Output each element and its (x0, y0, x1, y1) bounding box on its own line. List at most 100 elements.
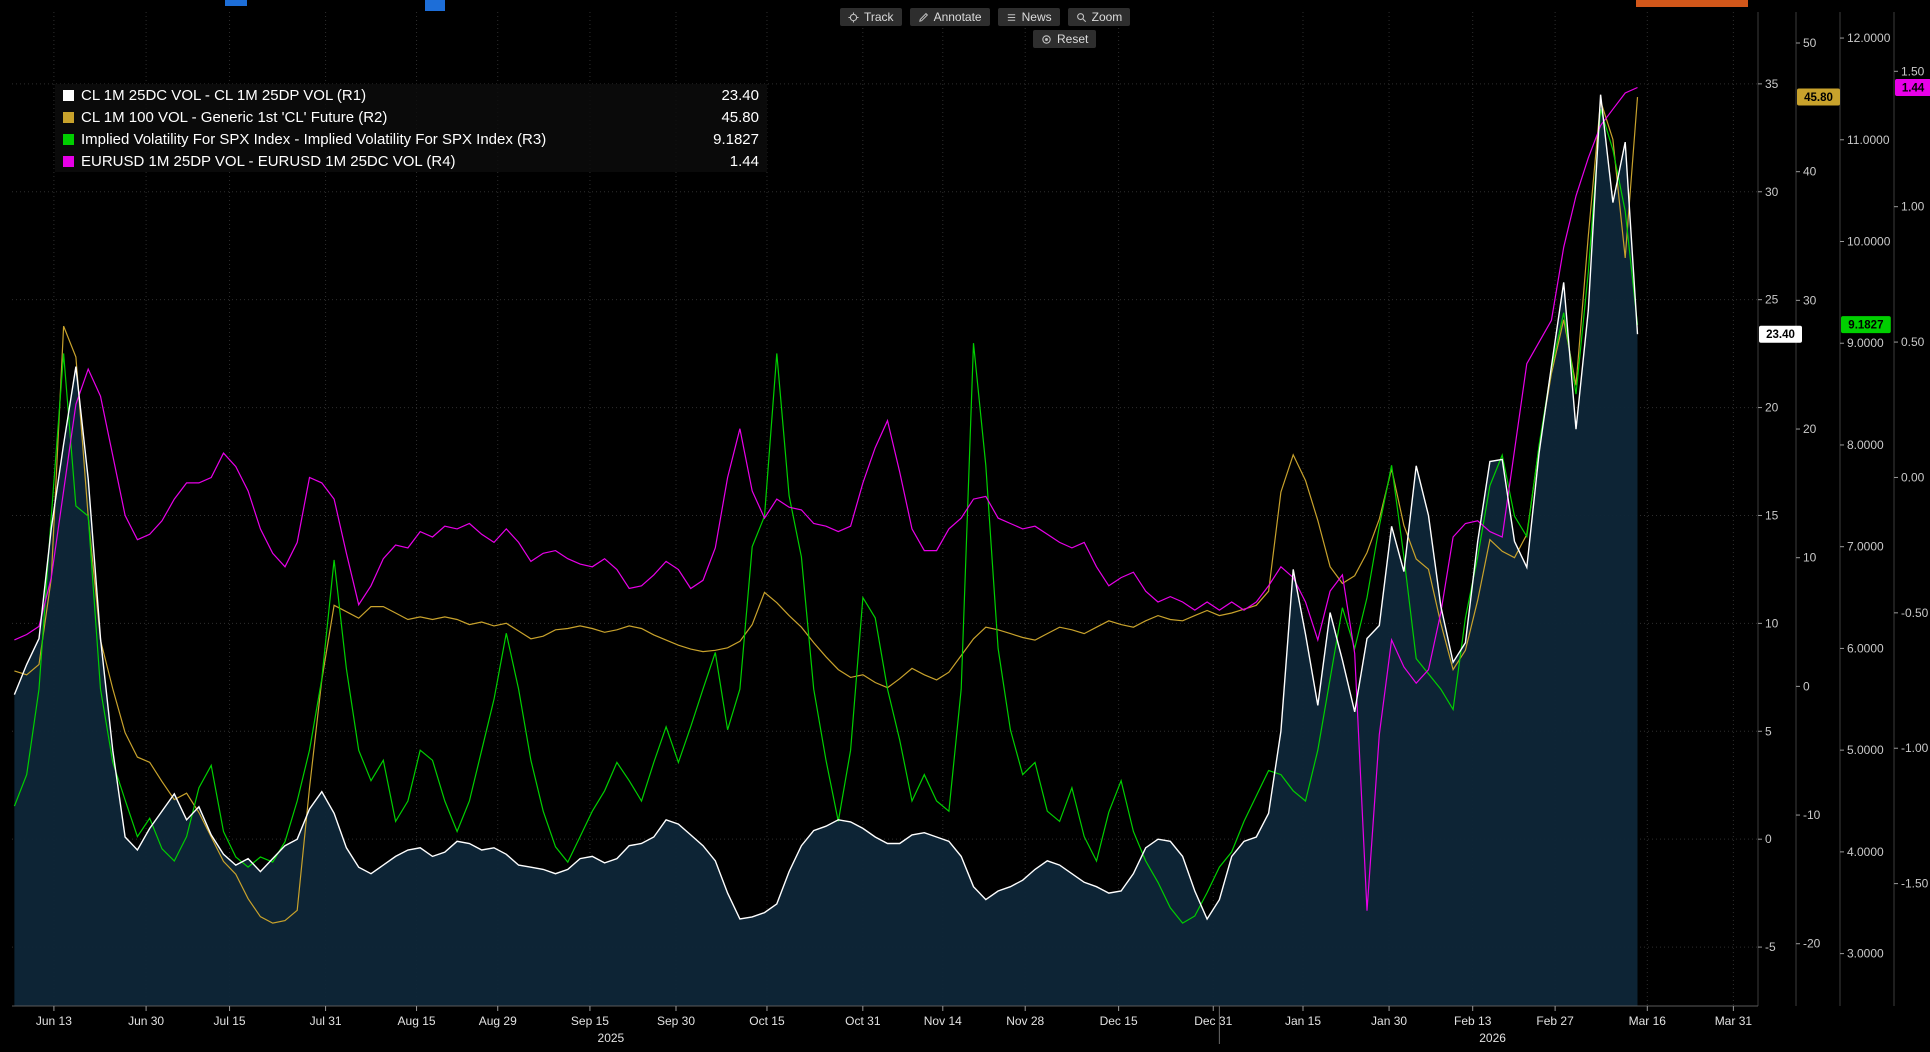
x-tick-label: Sep 15 (571, 1014, 609, 1028)
x-tick-label: Jun 13 (36, 1014, 72, 1028)
axis-tick-label: 10 (1803, 551, 1817, 565)
x-tick-label: Oct 15 (749, 1014, 785, 1028)
x-tick-label: Sep 30 (657, 1014, 695, 1028)
legend-row-r1[interactable]: CL 1M 25DC VOL - CL 1M 25DP VOL (R1) 23.… (55, 84, 767, 106)
x-tick-label: Feb 13 (1454, 1014, 1492, 1028)
x-tick-label: Nov 14 (924, 1014, 962, 1028)
year-label: 2026 (1479, 1031, 1506, 1045)
axis-tick-label: 25 (1765, 293, 1779, 307)
y-axis-panel-r3[interactable]: 12.0000 11.0000 10.0000 9.0000 8.0000 7.0000 6… (1840, 31, 1891, 961)
axis-tick-label: 0.00 (1901, 470, 1925, 484)
legend-swatch-r4 (63, 155, 74, 167)
axis-tick-label: 6.0000 (1847, 641, 1884, 655)
x-tick-label: Jul 31 (310, 1014, 342, 1028)
axis-tick-label: -10 (1803, 808, 1821, 822)
top-bar-fragment-blue-2 (425, 0, 445, 11)
axis-tick-label: 5 (1765, 724, 1772, 738)
toolbar-button-track[interactable]: Track (840, 8, 902, 26)
axis-tick-label: 0.50 (1901, 335, 1925, 349)
legend-label-r3: Implied Volatility For SPX Index - Impli… (81, 130, 547, 148)
x-tick-label: Mar 31 (1715, 1014, 1753, 1028)
toolbar-button-reset[interactable]: Reset (1033, 30, 1097, 48)
legend-swatch-r2 (63, 111, 74, 123)
toolbar-button-news[interactable]: News (997, 8, 1060, 26)
axis-tick-label: -1.00 (1901, 741, 1929, 755)
axis-tick-label: 20 (1765, 401, 1779, 415)
toolbar-button-zoom-label: Zoom (1091, 10, 1123, 24)
reset-icon (1041, 34, 1052, 45)
x-tick-label: Nov 28 (1006, 1014, 1044, 1028)
axis-tick-label: 0 (1803, 679, 1810, 693)
toolbar-button-zoom[interactable]: Zoom (1067, 8, 1131, 26)
toolbar-button-news-label: News (1021, 10, 1052, 24)
axis-tick-label: -20 (1803, 937, 1821, 951)
legend-value-r3: 9.1827 (713, 130, 759, 148)
axis-tick-label: 0 (1765, 832, 1772, 846)
axis-tick-label: 9.0000 (1847, 336, 1884, 350)
x-tick-label: Aug 15 (398, 1014, 436, 1028)
last-value-badge-text-r4: 1.44 (1902, 83, 1925, 95)
legend-value-r2: 45.80 (721, 108, 759, 126)
last-value-badge-r4 (1895, 79, 1930, 97)
x-tick-label: Oct 31 (845, 1014, 881, 1028)
toolbar-button-annotate[interactable]: Annotate (909, 8, 990, 26)
x-tick-label: Feb 27 (1536, 1014, 1574, 1028)
last-value-badge-r1 (1759, 325, 1802, 343)
legend-label-r4: EURUSD 1M 25DP VOL - EURUSD 1M 25DC VOL … (81, 152, 456, 170)
legend-value-r4: 1.44 (729, 152, 759, 170)
axis-tick-label: 3.0000 (1847, 947, 1884, 961)
x-tick-label: Mar 16 (1629, 1014, 1667, 1028)
x-tick-label: Jan 30 (1371, 1014, 1407, 1028)
axis-tick-label: -1.50 (1901, 877, 1929, 891)
legend-label-r1: CL 1M 25DC VOL - CL 1M 25DP VOL (R1) (81, 86, 367, 104)
axis-tick-label: 4.0000 (1847, 845, 1884, 859)
last-value-badge-r3 (1841, 316, 1891, 334)
axis-tick-label: -5 (1765, 940, 1776, 954)
legend-row-r2[interactable]: CL 1M 100 VOL - Generic 1st 'CL' Future … (55, 106, 767, 128)
last-value-badge-text-r1: 23.40 (1766, 329, 1795, 341)
y-axis-panel-r1[interactable]: 35 30 25 20 15 10 5 0 -5 (1758, 77, 1779, 954)
x-tick-label: Jul 15 (214, 1014, 246, 1028)
toolbar-button-reset-label: Reset (1057, 32, 1089, 46)
series-line-r4 (14, 86, 1638, 911)
y-axis-panel-r4[interactable]: 1.50 1.00 0.50 0.00 -0.50 -1.00 -1.50 (1894, 64, 1929, 891)
legend-swatch-r1 (63, 89, 74, 101)
toolbar-button-track-label: Track (864, 10, 894, 24)
axis-tick-label: 7.0000 (1847, 540, 1884, 554)
axis-tick-label: 30 (1803, 293, 1817, 307)
axis-tick-label: 35 (1765, 77, 1779, 91)
x-tick-label: Jan 15 (1285, 1014, 1321, 1028)
x-tick-label: Dec 15 (1100, 1014, 1138, 1028)
chart-toolbar: Track Annotate News Zoom (840, 8, 1131, 26)
series-line-r2 (14, 97, 1639, 924)
last-value-badge-text-r2: 45.80 (1804, 92, 1833, 104)
series-line-r1 (13, 94, 1639, 921)
axis-tick-label: 30 (1765, 185, 1779, 199)
zoom-icon (1076, 12, 1087, 23)
axis-tick-label: 12.0000 (1847, 31, 1891, 45)
last-value-badge-r2 (1797, 88, 1840, 106)
x-tick-label: Jun 30 (128, 1014, 164, 1028)
last-value-badge-text-r3: 9.1827 (1848, 320, 1883, 332)
top-bar-fragment-orange (1636, 0, 1748, 7)
legend-row-r3[interactable]: Implied Volatility For SPX Index - Impli… (55, 128, 767, 150)
annotate-icon (918, 12, 929, 23)
axis-tick-label: 15 (1765, 508, 1779, 522)
year-label: 2025 (598, 1031, 625, 1045)
legend-swatch-r3 (63, 133, 74, 145)
y-axis-panel-r2[interactable]: 50 40 30 20 10 0 -10 -20 (1796, 36, 1821, 951)
axis-tick-label: 1.00 (1901, 200, 1925, 214)
series-line-r3 (13, 109, 1639, 924)
axis-tick-label: -0.50 (1901, 606, 1929, 620)
toolbar-button-annotate-label: Annotate (933, 10, 982, 24)
axis-tick-label: 1.50 (1901, 64, 1925, 78)
legend-row-r4[interactable]: EURUSD 1M 25DP VOL - EURUSD 1M 25DC VOL … (55, 150, 767, 172)
top-bar-fragment-blue-1 (225, 0, 247, 6)
news-icon (1006, 12, 1017, 23)
axis-tick-label: 20 (1803, 422, 1817, 436)
axis-tick-label: 10.0000 (1847, 235, 1891, 249)
track-icon (848, 11, 859, 23)
axis-tick-label: 5.0000 (1847, 743, 1884, 757)
